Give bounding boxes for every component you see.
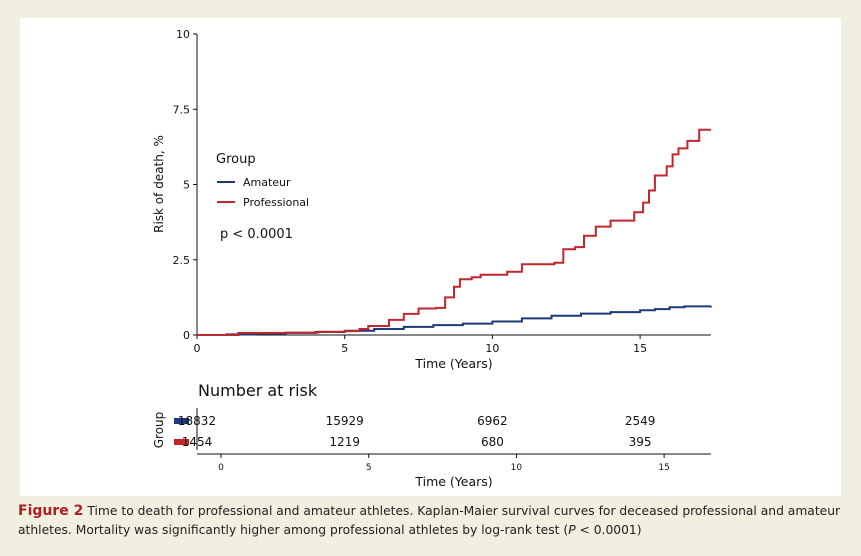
risk-x-tick-label: 15 — [658, 463, 669, 473]
y-axis: 0 2.5 5 7.5 10 Risk of death, % — [152, 28, 198, 342]
series-line-professional — [197, 128, 711, 336]
x-ticks: 0 5 10 15 — [194, 335, 647, 355]
risk-table-title: Number at risk — [198, 381, 318, 400]
y-tick-label: 5 — [183, 179, 190, 192]
legend-entry-professional: Professional — [243, 196, 309, 209]
risk-table-x-axis-label: Time (Years) — [414, 474, 492, 489]
risk-x-tick-label: 0 — [218, 463, 224, 473]
risk-table-row-axis-label: Group — [152, 412, 166, 449]
caption-text: Time to death for professional and amate… — [18, 504, 841, 537]
risk-cell-amateur: 6962 — [477, 414, 508, 428]
x-tick-label: 0 — [194, 342, 201, 355]
y-tick-label: 2.5 — [173, 254, 191, 267]
risk-x-tick-label: 10 — [511, 463, 523, 473]
x-axis: 0 5 10 15 Time (Years) — [194, 334, 711, 371]
legend-title: Group — [216, 152, 256, 167]
y-tick-label: 7.5 — [173, 103, 191, 116]
risk-table: Number at risk Group 18832 15929 6962 25491… — [152, 381, 711, 489]
risk-cell-amateur: 18832 — [178, 414, 216, 428]
risk-cell-professional: 1219 — [329, 435, 360, 449]
caption-text-end: < 0.0001) — [575, 523, 642, 537]
risk-cell-amateur: 2549 — [625, 414, 656, 428]
x-axis-label: Time (Years) — [414, 356, 492, 371]
figure-caption: Figure 2 Time to death for professional a… — [18, 502, 848, 540]
legend-entry-amateur: Amateur — [243, 176, 291, 189]
plot-panel: 0 2.5 5 7.5 10 Risk of death, % 0 5 10 15 Time … — [20, 18, 841, 496]
caption-p-symbol: P — [568, 523, 576, 537]
series-layer — [197, 128, 712, 336]
risk-cell-professional: 680 — [481, 435, 504, 449]
risk-table-x-ticks: 0 5 10 15 — [218, 454, 670, 473]
y-tick-label: 0 — [183, 329, 190, 342]
risk-cell-professional: 395 — [629, 435, 652, 449]
kaplan-meier-chart: 0 2.5 5 7.5 10 Risk of death, % 0 5 10 15 Time … — [152, 28, 712, 489]
x-tick-label: 15 — [633, 342, 647, 355]
x-tick-label: 10 — [485, 342, 499, 355]
x-tick-label: 5 — [341, 342, 348, 355]
y-axis-label: Risk of death, % — [152, 135, 166, 233]
legend: Group Amateur Professional — [216, 152, 309, 209]
risk-cells: 18832 15929 6962 2549 1454 1219 680 395 — [178, 414, 655, 449]
risk-row-swatch-amateur — [174, 418, 189, 424]
figure-label: Figure 2 — [18, 503, 84, 519]
y-ticks: 0 2.5 5 7.5 10 — [173, 28, 197, 342]
risk-cell-professional: 1454 — [182, 435, 213, 449]
p-value-annotation: p < 0.0001 — [220, 227, 293, 242]
risk-row-swatch-professional — [174, 439, 189, 445]
risk-x-tick-label: 5 — [366, 463, 372, 473]
series-line-amateur — [197, 305, 712, 336]
risk-cell-amateur: 15929 — [326, 414, 364, 428]
y-tick-label: 10 — [176, 28, 190, 41]
